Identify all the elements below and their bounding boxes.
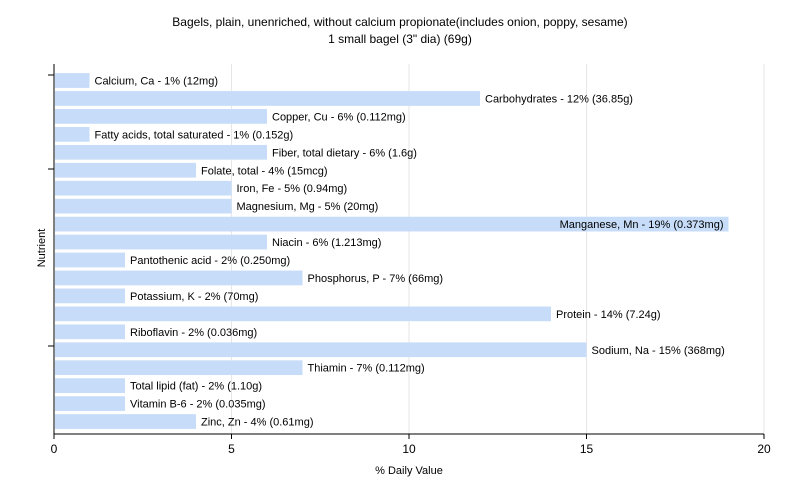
bar <box>55 91 480 106</box>
data-label: Manganese, Mn - 19% (0.373mg) <box>560 219 724 231</box>
bar <box>55 252 125 268</box>
chart-title: Bagels, plain, unenriched, without calci… <box>172 15 628 29</box>
bar <box>55 109 267 124</box>
bar <box>55 378 125 394</box>
data-label: Folate, total - 4% (15mcg) <box>201 165 328 177</box>
bar <box>55 324 125 340</box>
bar <box>55 73 90 88</box>
x-ticks: 0 5 10 15 20 <box>51 434 771 456</box>
data-label: Phosphorus, P - 7% (66mg) <box>308 273 444 285</box>
data-label: Iron, Fe - 5% (0.94mg) <box>237 183 348 195</box>
data-label: Fiber, total dietary - 6% (1.6g) <box>272 147 417 159</box>
bars: Calcium, Ca - 1% (12mg) Carbohydrates - 1… <box>55 73 729 429</box>
x-tick-label: 10 <box>402 442 416 456</box>
bar <box>55 144 267 160</box>
bar <box>55 216 729 232</box>
x-tick-label: 20 <box>757 442 771 456</box>
bar <box>55 198 232 214</box>
data-label: Fatty acids, total saturated - 1% (0.152… <box>95 129 294 141</box>
bar <box>55 234 267 250</box>
bar <box>55 288 125 304</box>
bar <box>55 360 303 376</box>
data-label: Pantothenic acid - 2% (0.250mg) <box>130 255 290 267</box>
data-label: Carbohydrates - 12% (36.85g) <box>485 93 633 105</box>
bar <box>55 180 232 196</box>
data-label: Thiamin - 7% (0.112mg) <box>308 363 425 375</box>
chart-subtitle: 1 small bagel (3" dia) (69g) <box>328 32 472 46</box>
data-label: Vitamin B-6 - 2% (0.035mg) <box>130 399 266 411</box>
bar <box>55 270 303 286</box>
x-tick-label: 15 <box>580 442 594 456</box>
data-label: Magnesium, Mg - 5% (20mg) <box>237 201 379 213</box>
data-label: Calcium, Ca - 1% (12mg) <box>95 76 218 88</box>
data-label: Sodium, Na - 15% (368mg) <box>592 345 725 357</box>
data-label: Protein - 14% (7.24g) <box>556 309 661 321</box>
x-tick-label: 0 <box>51 442 58 456</box>
bar <box>55 396 125 411</box>
bar <box>55 306 551 322</box>
bar <box>55 162 196 178</box>
data-label: Niacin - 6% (1.213mg) <box>272 237 381 249</box>
bar <box>55 414 196 429</box>
bar <box>55 342 587 358</box>
bar <box>55 126 90 142</box>
x-axis-label: % Daily Value <box>375 465 443 477</box>
data-label: Copper, Cu - 6% (0.112mg) <box>272 111 406 123</box>
data-label: Zinc, Zn - 4% (0.61mg) <box>201 417 313 429</box>
data-label: Riboflavin - 2% (0.036mg) <box>130 327 257 339</box>
x-tick-label: 5 <box>228 442 235 456</box>
data-label: Potassium, K - 2% (70mg) <box>130 291 258 303</box>
data-label: Total lipid (fat) - 2% (1.10g) <box>130 381 262 393</box>
y-axis-label: Nutrient <box>36 228 48 268</box>
